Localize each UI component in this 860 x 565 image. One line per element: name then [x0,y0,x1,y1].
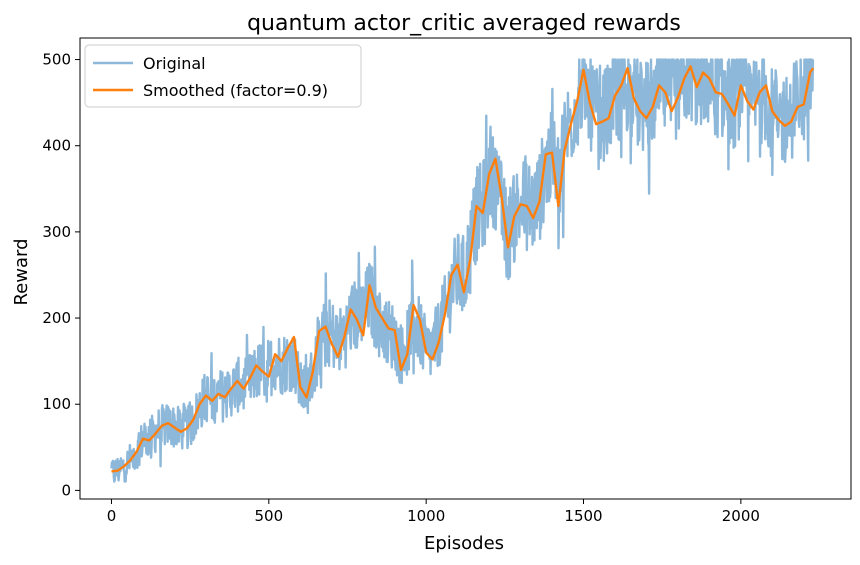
y-tick-label: 300 [42,223,71,241]
x-tick-label: 1500 [564,507,602,525]
y-axis-label: Reward [11,238,32,305]
y-tick-label: 500 [42,51,71,69]
x-tick-label: 2000 [722,507,760,525]
legend: Original Smoothed (factor=0.9) [84,44,362,108]
x-tick-label: 1000 [407,507,445,525]
chart-title: quantum actor_critic averaged rewards [247,11,681,36]
plot-area [79,37,852,500]
x-axis: 0 500 1000 1500 2000 [107,499,760,525]
legend-label: Original [143,54,206,73]
original-series-line [110,58,815,483]
x-tick-label: 500 [254,507,283,525]
plot-frame [79,37,852,500]
legend-label: Smoothed (factor=0.9) [143,81,328,100]
x-axis-label: Episodes [424,533,504,554]
x-tick-label: 0 [107,507,117,525]
y-axis: 0 100 200 300 400 500 [42,51,80,499]
smoothed-series-line [111,65,815,473]
y-tick-label: 400 [42,137,71,155]
y-tick-label: 200 [42,309,71,327]
y-tick-label: 0 [61,481,71,499]
legend-box [84,44,362,108]
series-group [110,58,815,483]
y-tick-label: 100 [42,395,71,413]
